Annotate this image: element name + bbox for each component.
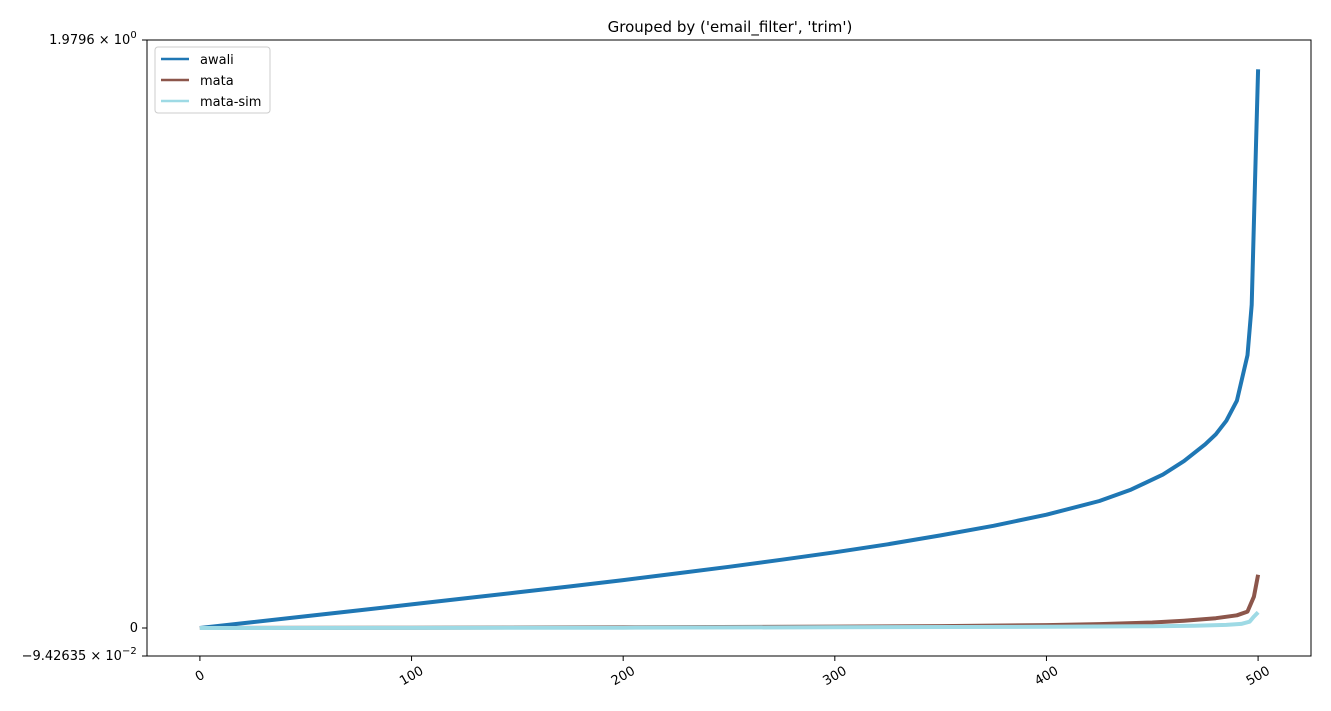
x-axis: 0 100 200 300 400 500 — [193, 656, 1273, 689]
legend-label-mata: mata — [200, 74, 234, 89]
x-tick-label: 300 — [821, 664, 850, 689]
x-tick-label: 100 — [397, 664, 426, 689]
series-line-mata — [199, 574, 1261, 630]
y-tick-label: 1.9796 × 100 — [49, 30, 138, 48]
series-line-mata-sim — [199, 610, 1260, 630]
plot-frame — [146, 39, 1312, 657]
x-tick-label: 200 — [609, 664, 638, 689]
legend: awali mata mata-sim — [154, 46, 271, 114]
x-tick-label: 0 — [193, 668, 208, 685]
legend-box — [154, 46, 271, 114]
chart-title: Grouped by ('email_filter', 'trim') — [608, 18, 853, 37]
x-tick-label: 400 — [1032, 664, 1061, 689]
legend-label-awali: awali — [200, 53, 234, 68]
plot-lines — [199, 69, 1261, 630]
y-tick-label: 0 — [130, 621, 138, 636]
y-tick-label: −9.42635 × 10−2 — [22, 646, 138, 664]
x-tick-label: 500 — [1244, 664, 1273, 689]
y-axis: 1.9796 × 100 0 −9.42635 × 10−2 — [22, 30, 147, 664]
legend-label-mata-sim: mata-sim — [200, 95, 261, 110]
series-line-awali — [199, 69, 1261, 630]
